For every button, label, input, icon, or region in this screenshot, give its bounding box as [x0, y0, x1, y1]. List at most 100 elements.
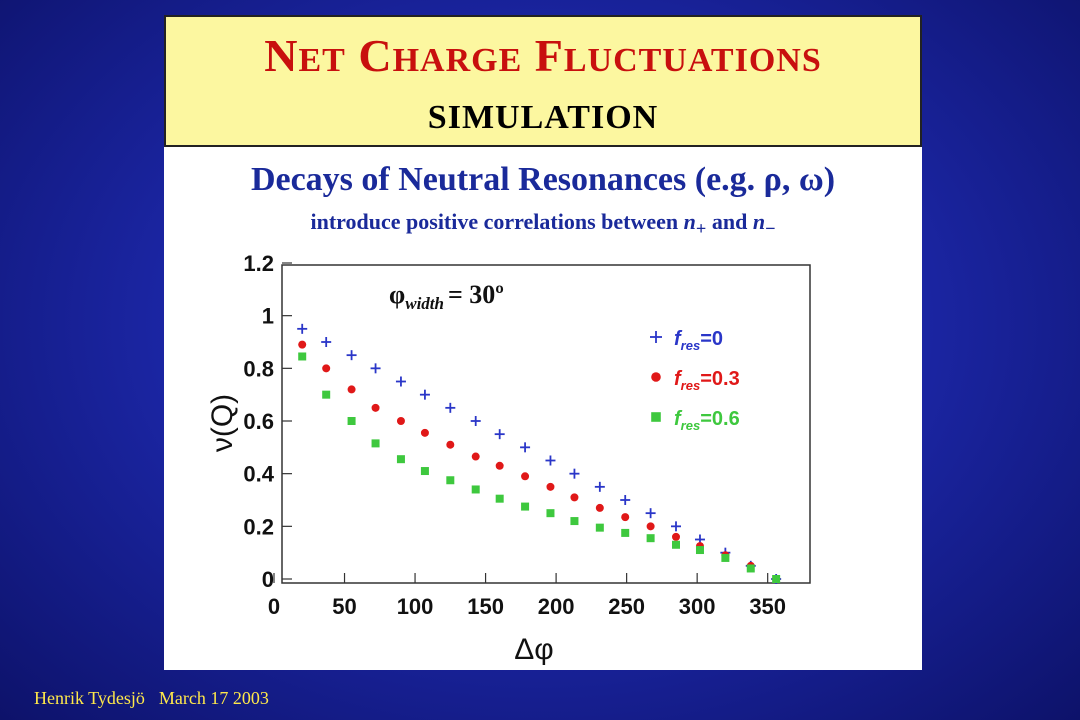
n-minus-sub: − [765, 218, 776, 239]
data-point [746, 564, 755, 573]
x-tick-label: 300 [679, 594, 716, 619]
title-box: NET CHARGE FLUCTUATIONS SIMULATION [164, 15, 922, 147]
data-point [495, 461, 504, 470]
legend-label: fres=0.6 [674, 408, 740, 433]
heading-sep: , [781, 161, 791, 198]
data-point [569, 468, 580, 479]
x-tick-label: 350 [749, 594, 786, 619]
footer-author: Henrik Tydesjö [34, 688, 145, 708]
legend-f: f [674, 368, 683, 390]
legend-sub: res [681, 338, 701, 353]
data-point [546, 509, 555, 518]
x-tick-label: 200 [538, 594, 575, 619]
data-point [419, 389, 430, 400]
heading-line2-prefix: introduce positive correlations between [310, 209, 679, 234]
data-point [520, 442, 531, 453]
data-point [646, 534, 655, 543]
data-point [620, 495, 631, 505]
legend-val: =0.3 [700, 368, 739, 390]
y-axis-label: ν(Q) [206, 394, 239, 452]
legend-val: =0 [700, 328, 723, 350]
data-point [396, 417, 405, 425]
annotation-sub: width [405, 294, 444, 313]
data-point [671, 521, 681, 532]
legend-f: f [674, 328, 683, 350]
title-word2-cap: C [358, 30, 393, 81]
data-point [570, 517, 579, 526]
y-tick-label: 1.2 [243, 251, 274, 276]
data-point [594, 481, 605, 492]
heading-line2: introduce positive correlations between … [164, 209, 922, 239]
data-point [650, 331, 662, 343]
data-point [672, 540, 680, 549]
annotation-phi: φ [389, 280, 405, 309]
axis-ticks: 0 50 100 150 200 250 300 350 0 0.2 0.4 0.6 0.8 1 1.2 [243, 251, 786, 619]
x-tick-label: 50 [332, 594, 356, 619]
legend-sub: res [681, 378, 701, 393]
data-point [495, 494, 504, 503]
n-plus-sub: + [695, 218, 707, 239]
content-panel: Decays of Neutral Resonances (e.g. ρ, ω)… [164, 147, 922, 670]
heading-line1: Decays of Neutral Resonances (e.g. ρ, ω) [164, 161, 922, 199]
data-point [695, 546, 704, 555]
data-point [445, 402, 456, 413]
data-point [521, 502, 530, 511]
rho-symbol: ρ [763, 161, 782, 198]
omega-symbol: ω [798, 161, 824, 198]
chart-plot: 0 50 100 150 200 250 300 350 0 0.2 0.4 0.6 0.8 1 1.2 f… [206, 251, 811, 666]
title-word1-rest: ET [298, 42, 346, 79]
footer: Henrik Tydesjö March 17 2003 [34, 688, 269, 709]
legend-val: =0.6 [700, 408, 739, 430]
data-point [470, 416, 481, 426]
y-tick-label: 0.2 [243, 514, 274, 539]
title-word3-rest: LUCTUATIONS [563, 42, 822, 79]
data-point [420, 467, 429, 476]
plot-frame [281, 264, 811, 584]
legend-label: fres=0.3 [674, 368, 740, 393]
title-word3-cap: F [534, 30, 564, 81]
data-point [471, 485, 480, 494]
data-point [371, 439, 380, 448]
x-tick-label: 150 [467, 594, 504, 619]
data-point [346, 350, 357, 361]
data-point [646, 522, 655, 531]
data-point [298, 352, 307, 361]
x-axis-label: Δφ [514, 633, 554, 666]
title-word2-rest: HARGE [392, 42, 523, 79]
data-markers [297, 323, 782, 584]
data-point [672, 532, 680, 541]
data-point [321, 337, 332, 347]
data-point [772, 575, 781, 583]
slide-subtitle: SIMULATION [427, 99, 659, 136]
data-point [322, 390, 331, 399]
y-tick-label: 0.8 [243, 356, 274, 381]
footer-date: March 17 2003 [158, 688, 269, 708]
slide-title: NET CHARGE FLUCTUATIONS [166, 29, 920, 82]
y-tick-label: 0 [262, 567, 274, 592]
x-tick-label: 100 [397, 594, 434, 619]
data-point [446, 440, 455, 449]
heading-and: and [711, 209, 748, 234]
data-point [298, 340, 307, 349]
data-point [621, 513, 630, 522]
data-point [347, 417, 356, 425]
x-tick-label: 250 [608, 594, 645, 619]
legend-label: fres=0 [674, 328, 723, 353]
data-point [651, 412, 661, 422]
x-tick-label: 0 [268, 594, 280, 619]
data-point [570, 493, 579, 502]
data-point [645, 508, 656, 519]
data-point [545, 455, 556, 466]
title-word1-cap: N [264, 30, 299, 81]
data-point [395, 376, 406, 387]
data-point [471, 452, 480, 461]
annotation-value: = 30º [448, 280, 504, 309]
data-point [446, 476, 455, 485]
data-point [521, 472, 530, 481]
data-point [621, 528, 630, 537]
y-tick-label: 0.6 [243, 409, 274, 434]
y-tick-label: 0.4 [243, 462, 274, 487]
data-point [721, 553, 730, 562]
data-point [651, 372, 661, 382]
